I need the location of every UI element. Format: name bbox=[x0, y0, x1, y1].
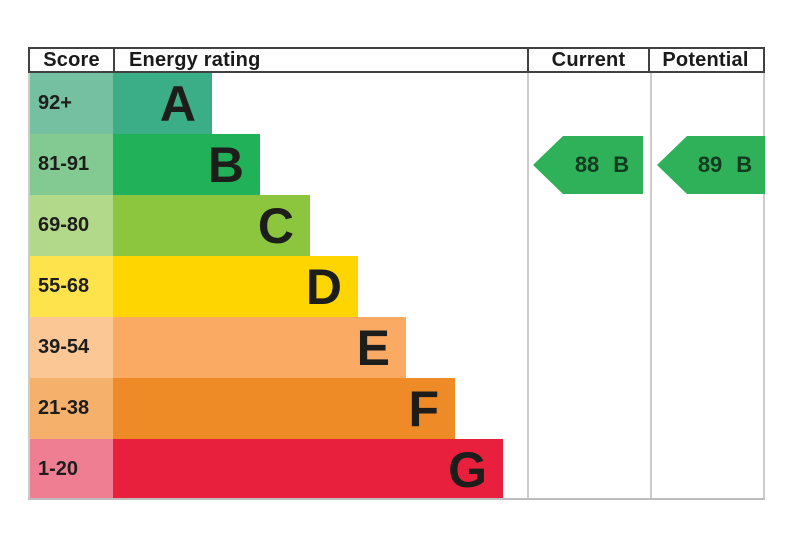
table-bottom-border bbox=[28, 498, 765, 500]
band-bar: F bbox=[113, 378, 455, 439]
current-rating-value: 88 bbox=[574, 152, 600, 177]
potential-rating-value: 89 bbox=[697, 152, 723, 177]
band-bar: D bbox=[113, 256, 358, 317]
header-cell-current: Current bbox=[529, 49, 650, 71]
current-rating-text: 88 B bbox=[561, 136, 643, 194]
band-score-cell: 21-38 bbox=[28, 378, 113, 439]
band-bar: A bbox=[113, 73, 212, 134]
band-letter: A bbox=[159, 75, 196, 132]
band-bar: G bbox=[113, 439, 503, 500]
left-arrow-icon bbox=[657, 136, 765, 194]
header-row: Score Energy rating Current Potential bbox=[28, 47, 765, 73]
header-cell-potential: Potential bbox=[662, 48, 749, 71]
band-letter: B bbox=[207, 136, 244, 193]
current-rating-band: B bbox=[613, 152, 630, 177]
band-score-cell: 1-20 bbox=[28, 439, 113, 500]
header-cell-energy-rating: Energy rating bbox=[115, 49, 529, 71]
potential-rating-band: B bbox=[736, 152, 753, 177]
potential-arrow-shape bbox=[657, 136, 765, 194]
band-letter: D bbox=[305, 258, 342, 315]
band-score-cell: 55-68 bbox=[28, 256, 113, 317]
band-bar: E bbox=[113, 317, 406, 378]
band-row: 1-20 G bbox=[28, 439, 765, 500]
band-row: 92+ A bbox=[28, 73, 765, 134]
potential-rating-arrow: 89 B bbox=[657, 136, 765, 194]
band-rows: 92+ A 81-91 B 69-80 C 55-68 D bbox=[28, 73, 765, 500]
left-arrow-icon bbox=[533, 136, 643, 194]
band-letter: F bbox=[408, 380, 439, 437]
current-arrow-shape bbox=[533, 136, 643, 194]
table-right-border bbox=[763, 73, 765, 500]
epc-table: Score Energy rating Current Potential 92… bbox=[28, 47, 765, 500]
band-score-cell: 92+ bbox=[28, 73, 113, 134]
band-bar: B bbox=[113, 134, 260, 195]
header-cell-score: Score bbox=[30, 49, 115, 71]
band-bar: C bbox=[113, 195, 310, 256]
band-row: 21-38 F bbox=[28, 378, 765, 439]
band-row: 39-54 E bbox=[28, 317, 765, 378]
band-letter: C bbox=[257, 197, 294, 254]
table-left-border bbox=[28, 73, 30, 500]
band-score-cell: 81-91 bbox=[28, 134, 113, 195]
band-row: 81-91 B bbox=[28, 134, 765, 195]
divider-current-potential bbox=[650, 73, 652, 500]
band-score-cell: 39-54 bbox=[28, 317, 113, 378]
band-letter: E bbox=[356, 319, 390, 376]
band-score-cell: 69-80 bbox=[28, 195, 113, 256]
divider-energy-current bbox=[527, 73, 529, 500]
potential-rating-text: 89 B bbox=[685, 136, 765, 194]
band-row: 69-80 C bbox=[28, 195, 765, 256]
band-letter: G bbox=[448, 441, 487, 498]
band-row: 55-68 D bbox=[28, 256, 765, 317]
current-rating-arrow: 88 B bbox=[533, 136, 643, 194]
